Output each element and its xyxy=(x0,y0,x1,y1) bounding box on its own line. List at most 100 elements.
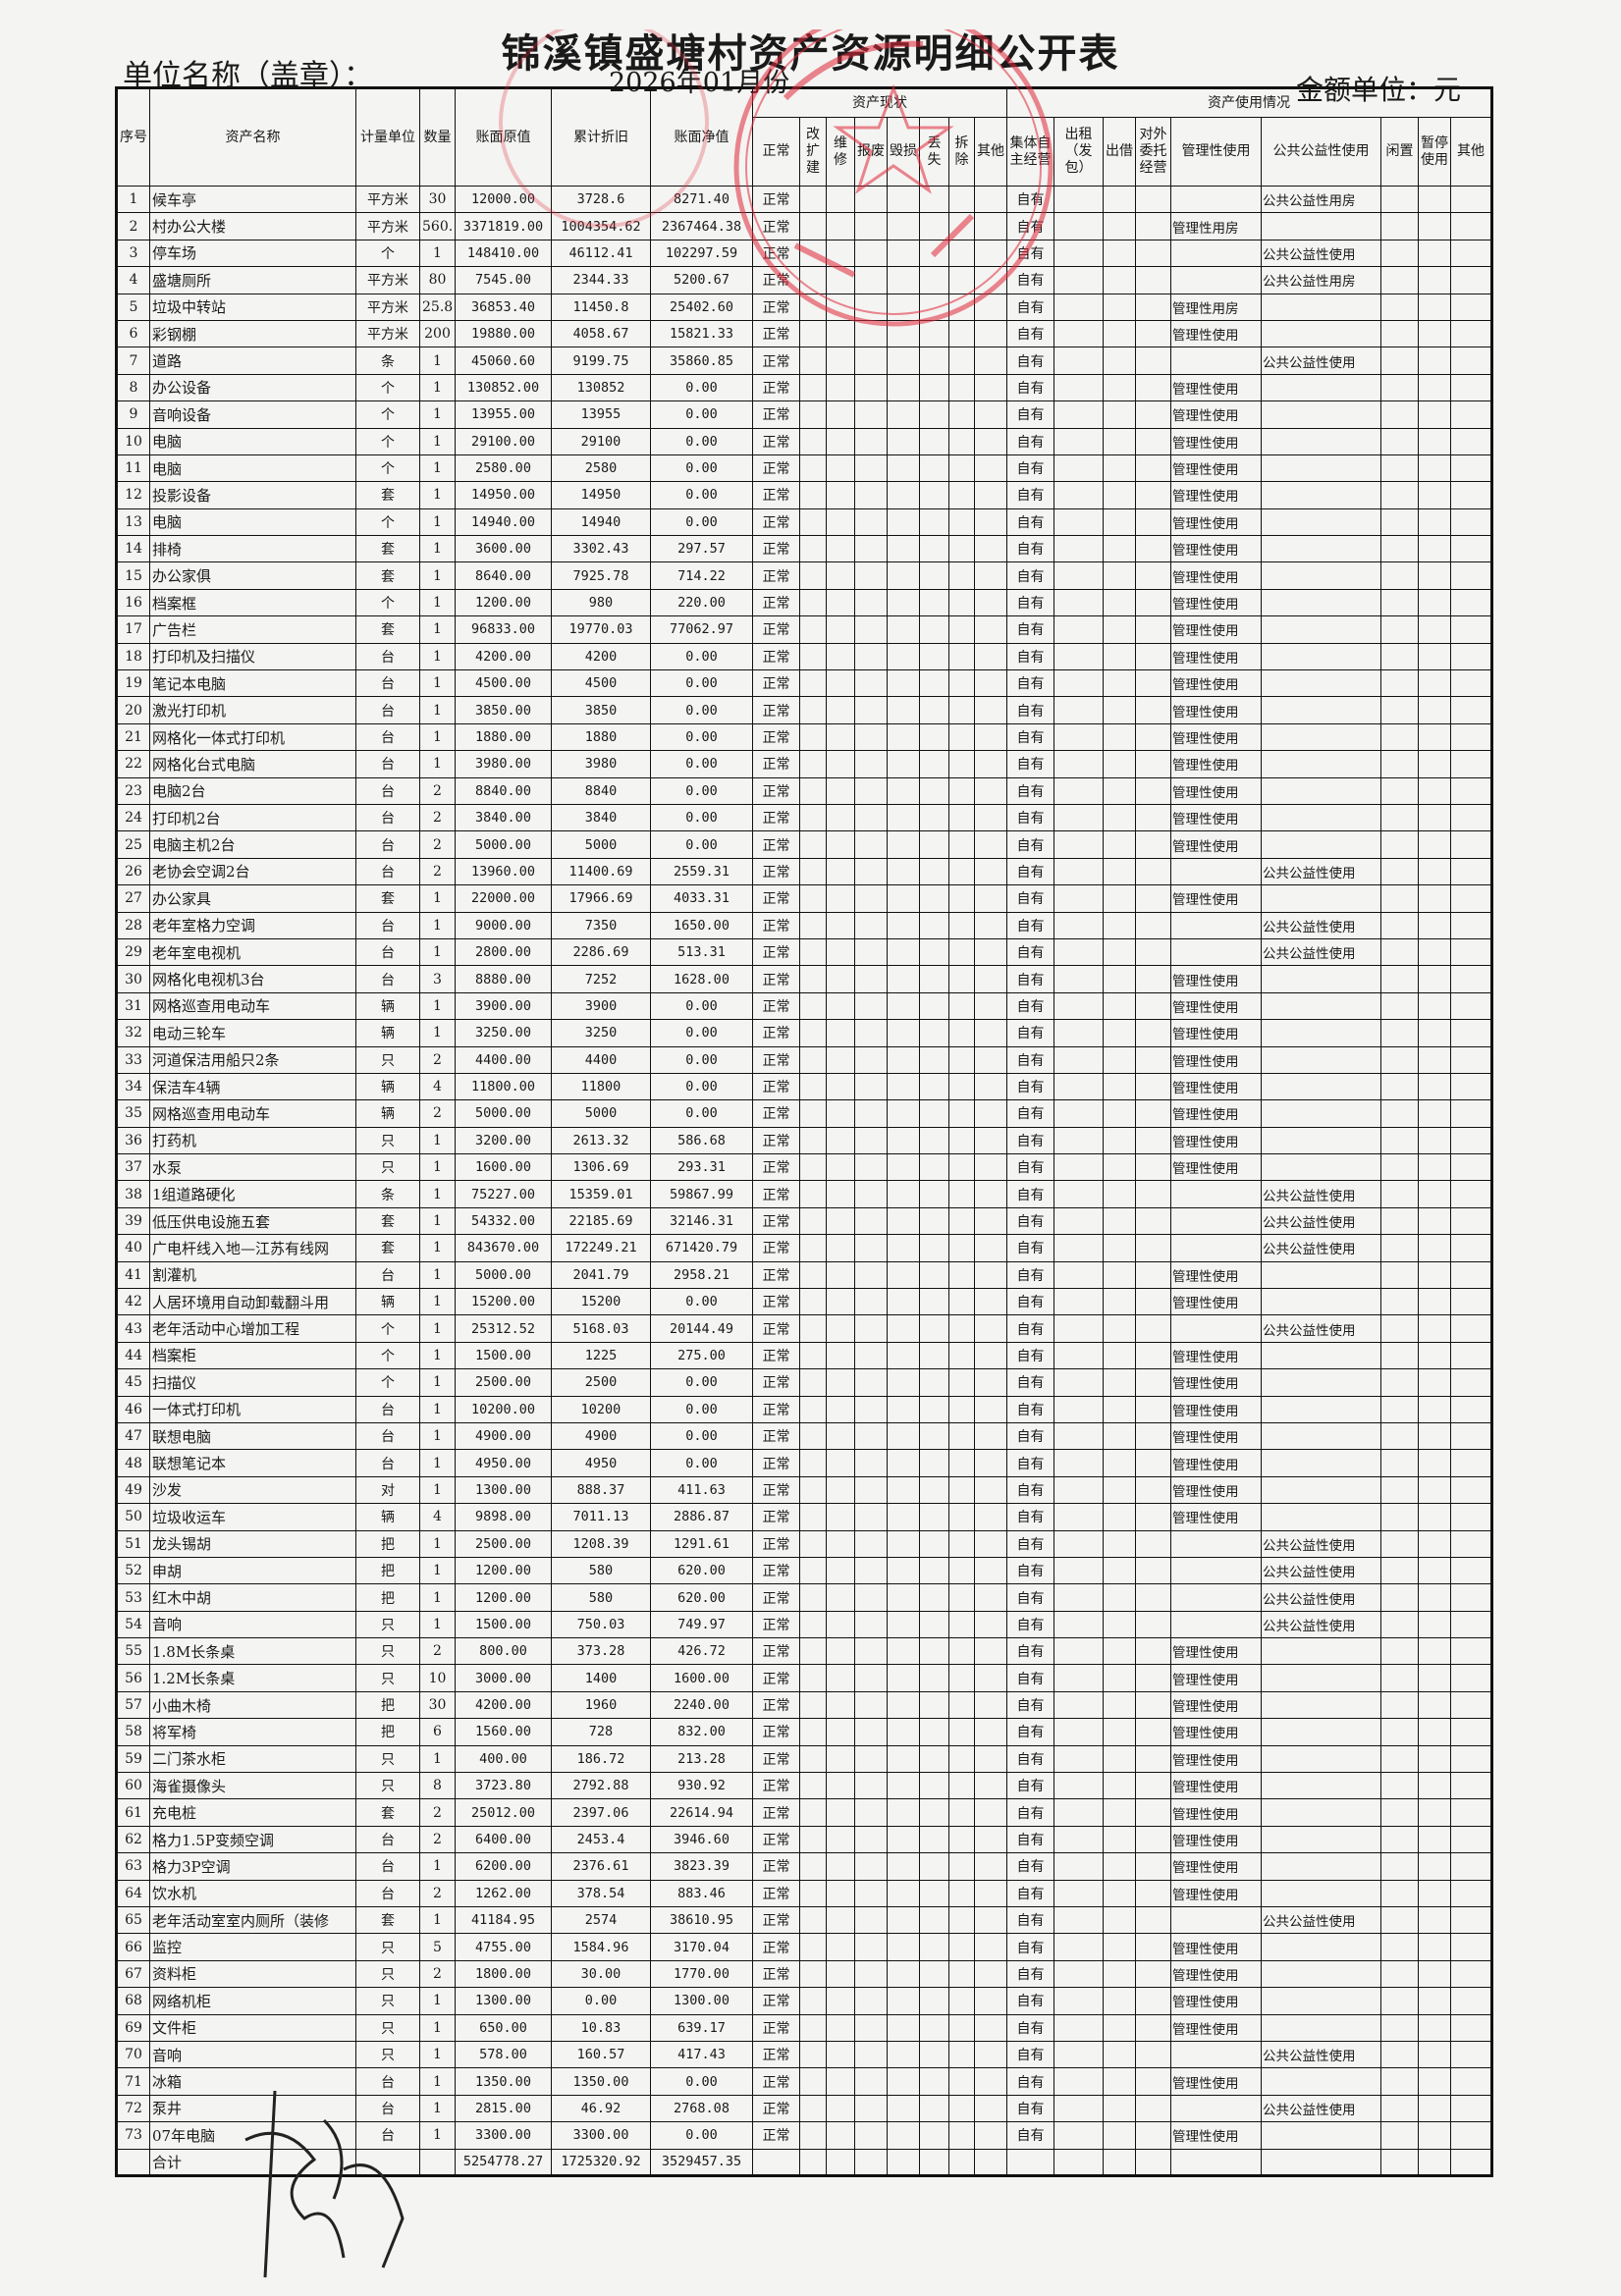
usage-cell xyxy=(1054,1556,1104,1585)
usage-cell xyxy=(1103,293,1136,321)
usage-cell xyxy=(1450,1449,1492,1477)
asset-name: 老年室格力空调 xyxy=(149,911,356,939)
usage-cell xyxy=(1054,1234,1104,1262)
usage-cell xyxy=(1418,1153,1451,1182)
usage-cell xyxy=(1103,1529,1136,1558)
usage-public xyxy=(1261,1153,1381,1182)
usage-cell xyxy=(1380,2094,1419,2123)
usage-cell xyxy=(1054,965,1104,993)
status-cell xyxy=(948,1905,975,1935)
status-normal: 正常 xyxy=(752,803,800,832)
usage-cell xyxy=(1103,454,1136,483)
status-cell xyxy=(799,2121,827,2150)
usage-cell xyxy=(1054,373,1104,402)
status-cell xyxy=(826,1664,855,1692)
depreciation: 172249.21 xyxy=(551,1234,651,1262)
status-cell xyxy=(974,1475,1007,1505)
usage-cell xyxy=(1418,1987,1451,2015)
net-value: 2958.21 xyxy=(650,1260,753,1290)
usage-management xyxy=(1170,347,1262,375)
usage-cell xyxy=(1418,991,1451,1021)
status-cell xyxy=(919,1503,949,1531)
usage-cell xyxy=(1380,803,1419,832)
status-cell xyxy=(799,185,827,214)
ownership: 自有 xyxy=(1006,2013,1054,2042)
usage-cell xyxy=(1418,2121,1451,2150)
original-value: 13955.00 xyxy=(455,400,552,429)
table-row: 29 老年室电视机台 1 2800.00 2286.69 513.31 正常 自有 公共公益性使… xyxy=(116,937,1492,967)
status-cell xyxy=(948,427,975,455)
depreciation: 30.00 xyxy=(551,1959,651,1989)
unit: 条 xyxy=(355,347,420,375)
table-row: 52 申胡把 1 1200.00 580 620.00 正常 自有 公共公益性使用 xyxy=(116,1556,1492,1585)
ownership: 自有 xyxy=(1006,1529,1054,1558)
unit: 台 xyxy=(355,803,420,832)
usage-cell xyxy=(1135,427,1171,455)
usage-cell xyxy=(1450,1314,1492,1343)
usage-management: 管理性使用 xyxy=(1170,1368,1262,1397)
table-row: 46 一体式打印机台 1 10200.00 10200 0.00 正常 自有 管理性使用 xyxy=(116,1395,1492,1423)
status-normal: 正常 xyxy=(752,1421,800,1451)
status-normal: 正常 xyxy=(752,750,800,778)
usage-public xyxy=(1261,1045,1381,1074)
usage-cell xyxy=(1380,1019,1419,1047)
ownership: 自有 xyxy=(1006,239,1054,268)
status-cell xyxy=(887,965,920,993)
status-cell xyxy=(826,1905,855,1935)
status-normal: 正常 xyxy=(752,1825,800,1854)
original-value: 2800.00 xyxy=(455,937,552,967)
asset-name: 格力1.5P变频空调 xyxy=(149,1825,356,1854)
unit: 对 xyxy=(355,1475,420,1505)
usage-cell xyxy=(1103,1744,1136,1774)
unit: 个 xyxy=(355,454,420,483)
usage-public xyxy=(1261,1959,1381,1989)
usage-cell xyxy=(1418,803,1451,832)
status-cell xyxy=(919,2121,949,2150)
status-cell xyxy=(799,427,827,455)
usage-cell xyxy=(1103,1503,1136,1531)
net-value: 411.63 xyxy=(650,1475,753,1505)
usage-management: 管理性使用 xyxy=(1170,1664,1262,1692)
depreciation: 1960 xyxy=(551,1690,651,1720)
status-cell xyxy=(799,1126,827,1155)
usage-cell xyxy=(1450,1987,1492,2015)
usage-cell xyxy=(1450,1583,1492,1612)
ownership: 自有 xyxy=(1006,1637,1054,1666)
ownership: 自有 xyxy=(1006,1099,1054,1128)
status-cell xyxy=(948,1206,975,1236)
usage-cell xyxy=(1103,1449,1136,1477)
status-cell xyxy=(919,454,949,483)
usage-public: 公共公益性用房 xyxy=(1261,185,1381,214)
usage-cell xyxy=(1054,884,1104,913)
status-cell xyxy=(948,1825,975,1854)
asset-name: 充电桩 xyxy=(149,1798,356,1827)
row-no: 20 xyxy=(116,696,150,724)
header-net: 账面净值 xyxy=(650,87,753,187)
ownership: 自有 xyxy=(1006,1072,1054,1101)
status-cell xyxy=(799,696,827,724)
asset-name: 电脑主机2台 xyxy=(149,830,356,859)
usage-cell xyxy=(1135,2067,1171,2096)
status-cell xyxy=(826,1744,855,1774)
usage-cell xyxy=(1380,937,1419,967)
asset-name: 排椅 xyxy=(149,535,356,563)
status-normal: 正常 xyxy=(752,1099,800,1128)
ownership: 自有 xyxy=(1006,1045,1054,1074)
original-value: 1800.00 xyxy=(455,1959,552,1989)
net-value: 2559.31 xyxy=(650,857,753,886)
status-cell xyxy=(799,803,827,832)
asset-name: 资料柜 xyxy=(149,1959,356,1989)
row-no: 53 xyxy=(116,1583,150,1612)
net-value: 0.00 xyxy=(650,400,753,429)
ownership: 自有 xyxy=(1006,991,1054,1021)
status-cell xyxy=(919,1610,949,1639)
usage-cell xyxy=(1418,1099,1451,1128)
status-cell xyxy=(854,937,888,967)
row-no: 42 xyxy=(116,1288,150,1316)
usage-cell xyxy=(1450,373,1492,402)
status-cell xyxy=(974,696,1007,724)
status-cell xyxy=(974,1987,1007,2015)
usage-cell xyxy=(1135,2013,1171,2042)
status-normal: 正常 xyxy=(752,2067,800,2096)
status-cell xyxy=(919,293,949,321)
